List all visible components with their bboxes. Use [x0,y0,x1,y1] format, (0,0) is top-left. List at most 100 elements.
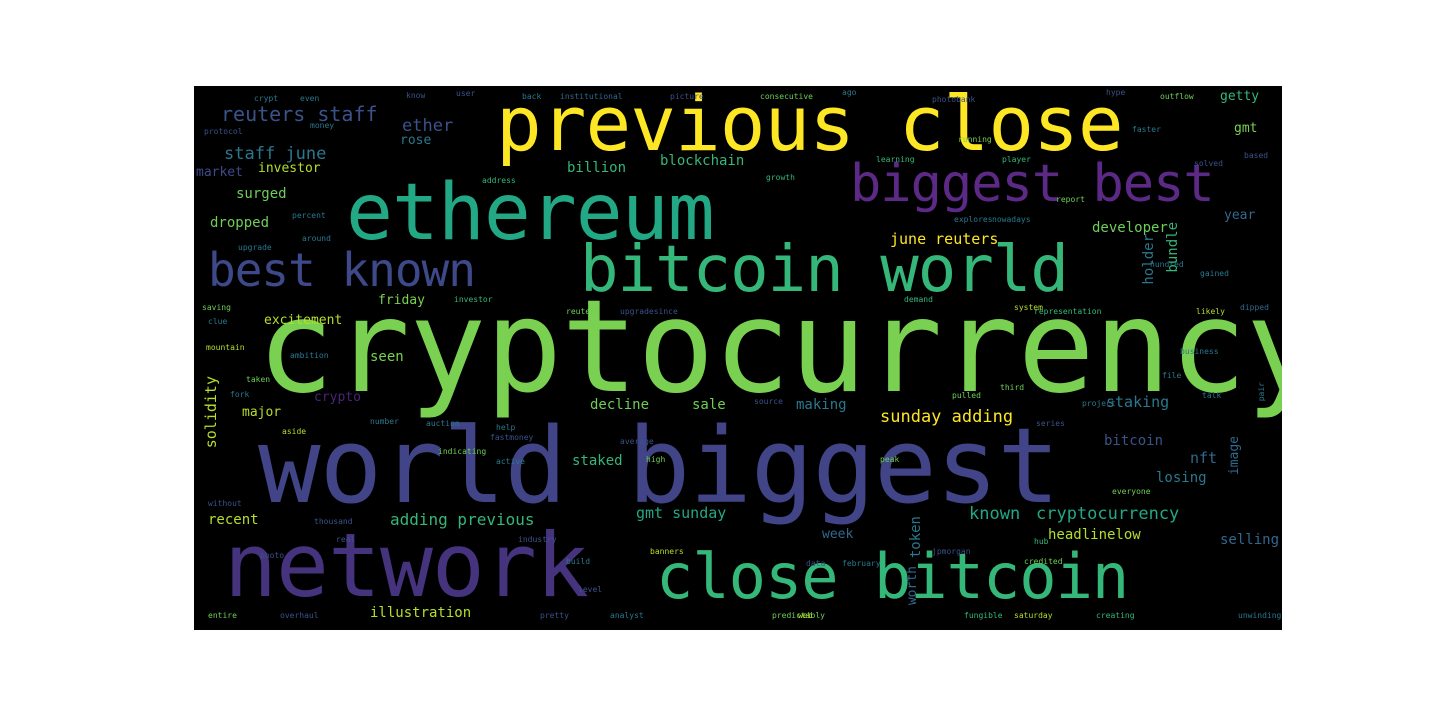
word: auction [426,419,460,428]
word: creating [1096,611,1135,620]
word: previous close [496,86,1124,168]
word: pretty [540,611,569,620]
word: fork [230,390,250,399]
word: dropped [210,215,270,231]
word: nowadays [992,215,1031,224]
word: faster [1132,125,1161,134]
word: saving [202,303,231,312]
word: dipped [1240,303,1269,312]
word: decline [590,397,650,413]
word: based [1244,151,1269,160]
word: fastmoney [490,433,534,442]
word: token [908,516,924,559]
word: predictably [772,611,825,620]
word: peak [880,455,900,464]
word: third [1000,383,1025,392]
word: without [208,499,242,508]
word: explores [954,215,993,224]
word: blockchain [660,153,745,169]
word: taken [246,375,271,384]
word: learning [876,155,915,164]
word: ether [402,116,454,136]
word: outflow [1160,92,1194,101]
word: excitement [264,313,343,328]
word: gmt sunday [636,504,727,522]
word: active [496,457,525,466]
word: illustration [370,605,472,621]
word: player [1002,155,1031,164]
word: best known [208,243,476,297]
word: entire [208,611,237,620]
word: industry [518,535,557,544]
word-cloud: cryptocurrency world biggest ethereum pr… [194,86,1282,630]
word: hundred [1150,260,1184,269]
word: fungible [964,611,1003,620]
word: nft [1190,449,1218,467]
word: world biggest [258,405,1060,527]
word: week [822,527,854,542]
word: february [842,559,881,568]
word: gained [1200,269,1229,278]
word: june reuters [890,230,999,248]
word: hub [1034,537,1049,546]
word: ago [842,88,857,97]
word: consecutive [760,92,813,101]
word: overhaul [280,611,319,620]
word: pair [1257,382,1266,402]
word: friday [378,293,425,308]
word: solidity [202,376,220,449]
word: file [1162,371,1182,380]
word: recent [208,512,259,528]
word: solved [1194,159,1223,168]
word: upgrade [238,243,272,252]
word: surged [236,186,287,202]
word: real [336,535,356,544]
word: image [1227,436,1242,476]
word: high [646,455,666,464]
word: credited [1024,557,1063,566]
word: biggest best [850,154,1215,214]
word: major [242,405,282,420]
word: number [370,417,399,426]
word: address [482,176,516,185]
word: around [302,234,331,243]
word: thousand [314,517,353,526]
word: know [406,91,426,100]
word: bitcoin [1104,433,1164,449]
word: worth [905,566,920,606]
word: representation [1034,307,1102,316]
word: likely [1196,307,1225,316]
word: crypto [314,390,361,405]
word: everyone [1112,487,1151,496]
word: mountain [206,343,245,352]
word: bitcoin world [580,233,1069,307]
word: unwinding [1238,611,1282,620]
word: demand [904,295,933,304]
word: reuters [566,307,600,316]
word: photo [260,551,285,560]
word: hype [1106,88,1126,97]
word: source [754,397,783,406]
word: ambition [290,351,329,360]
word: saturday [1014,611,1053,620]
word: selling [1220,532,1280,548]
word: cryptocurrency [257,273,1282,422]
word: network [224,514,589,617]
word: gmt [1234,121,1258,136]
word: picture [670,92,704,101]
word: getty [1220,89,1260,104]
word: report [1056,195,1085,204]
word: making [796,397,847,413]
word: reuters staff [221,102,378,126]
word: institutional [560,92,623,101]
word: growth [766,173,795,182]
word: running [958,135,992,144]
word: analyst [610,611,644,620]
word: losing [1156,470,1207,486]
word: percent [292,211,326,220]
word: market [196,165,243,180]
word: back [522,92,542,101]
word: jpmorgan [932,547,971,556]
word: ethereum [346,168,715,258]
word: investor [258,161,321,176]
